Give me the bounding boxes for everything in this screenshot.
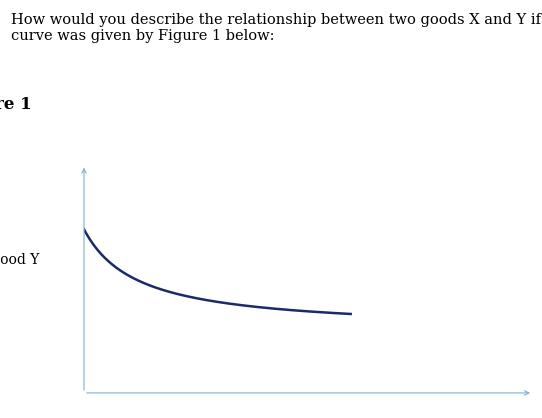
Text: Good Y: Good Y [0, 253, 40, 267]
Text: re 1: re 1 [0, 96, 31, 113]
Text: How would you describe the relationship between two goods X and Y if the indiffe: How would you describe the relationship … [11, 13, 542, 43]
